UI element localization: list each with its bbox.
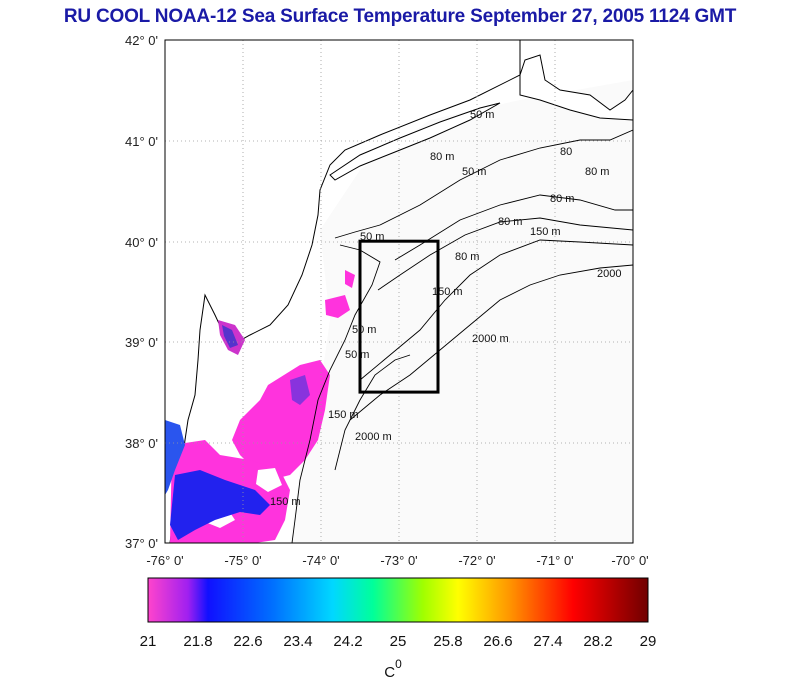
contour-label: 150 m: [530, 226, 561, 238]
contour-label: 80: [560, 146, 572, 158]
colorbar-tick-label: 28.2: [583, 633, 612, 650]
colorbar: [147, 577, 649, 623]
lat-tick-label: 40° 0': [125, 235, 158, 250]
contour-label: 150 m: [432, 286, 463, 298]
lon-tick-label: -71° 0': [536, 553, 573, 568]
lat-tick-label: 42° 0': [125, 33, 158, 48]
colorbar-tick-label: 21: [140, 633, 157, 650]
map-frame: [164, 39, 634, 544]
contour-label: 50 m: [345, 349, 369, 361]
lat-axis: 42° 0' 41° 0' 40° 0' 39° 0' 38° 0' 37° 0…: [125, 33, 158, 551]
lon-tick-label: -75° 0': [224, 553, 261, 568]
colorbar-tick-label: 24.2: [333, 633, 362, 650]
study-area-box: [358, 239, 440, 394]
colorbar-tick-label: 23.4: [283, 633, 312, 650]
contour-label: 50 m: [462, 166, 486, 178]
contour-label: 50 m: [352, 324, 376, 336]
bathymetry-contours: [291, 129, 633, 543]
contour-label: 50 m: [360, 231, 384, 243]
lon-tick-label: -76° 0': [146, 553, 183, 568]
sst-cool-patch: [165, 375, 310, 540]
contour-label: 2000 m: [472, 333, 509, 345]
colorbar-unit: C0: [384, 657, 402, 680]
colorbar-tick-label: 22.6: [233, 633, 262, 650]
lat-tick-label: 41° 0': [125, 134, 158, 149]
contour-label: 80 m: [498, 216, 522, 228]
lat-tick-label: 39° 0': [125, 335, 158, 350]
lat-tick-label: 37° 0': [125, 536, 158, 551]
colorbar-tick-label: 25: [390, 633, 407, 650]
contour-label: 150 m: [270, 496, 301, 508]
contour-label: 80 m: [430, 151, 454, 163]
lon-tick-label: -73° 0': [380, 553, 417, 568]
contour-label: 2000 m: [355, 431, 392, 443]
colorbar-tick-label: 29: [640, 633, 657, 650]
colorbar-tick-label: 25.8: [433, 633, 462, 650]
contour-label: 80 m: [550, 193, 574, 205]
land-mass: [165, 40, 521, 543]
colorbar-tick-label: 21.8: [183, 633, 212, 650]
colorbar-ticks: 21 21.8 22.6 23.4 24.2 25 25.8 26.6 27.4 28.2 29: [140, 633, 657, 650]
lon-axis: -76° 0' -75° 0' -74° 0' -73° 0' -72° 0' …: [146, 553, 648, 568]
contour-label: 2000: [597, 268, 621, 280]
contour-labels: 50 m 50 m 50 m 50 m 80 m 80 m 80 m 150 m…: [270, 109, 621, 508]
colorbar-tick-label: 26.6: [483, 633, 512, 650]
map-title: RU COOL NOAA-12 Sea Surface Temperature …: [63, 6, 737, 27]
colorbar-tick-label: 27.4: [533, 633, 562, 650]
lat-tick-label: 38° 0': [125, 436, 158, 451]
lon-tick-label: -70° 0': [611, 553, 648, 568]
contour-label: 50 m: [470, 109, 494, 121]
contour-label: 80 m: [585, 166, 609, 178]
contour-label: 80 m: [455, 251, 479, 263]
lon-tick-label: -74° 0': [302, 553, 339, 568]
lon-tick-label: -72° 0': [458, 553, 495, 568]
contour-label: 150 m: [328, 409, 359, 421]
